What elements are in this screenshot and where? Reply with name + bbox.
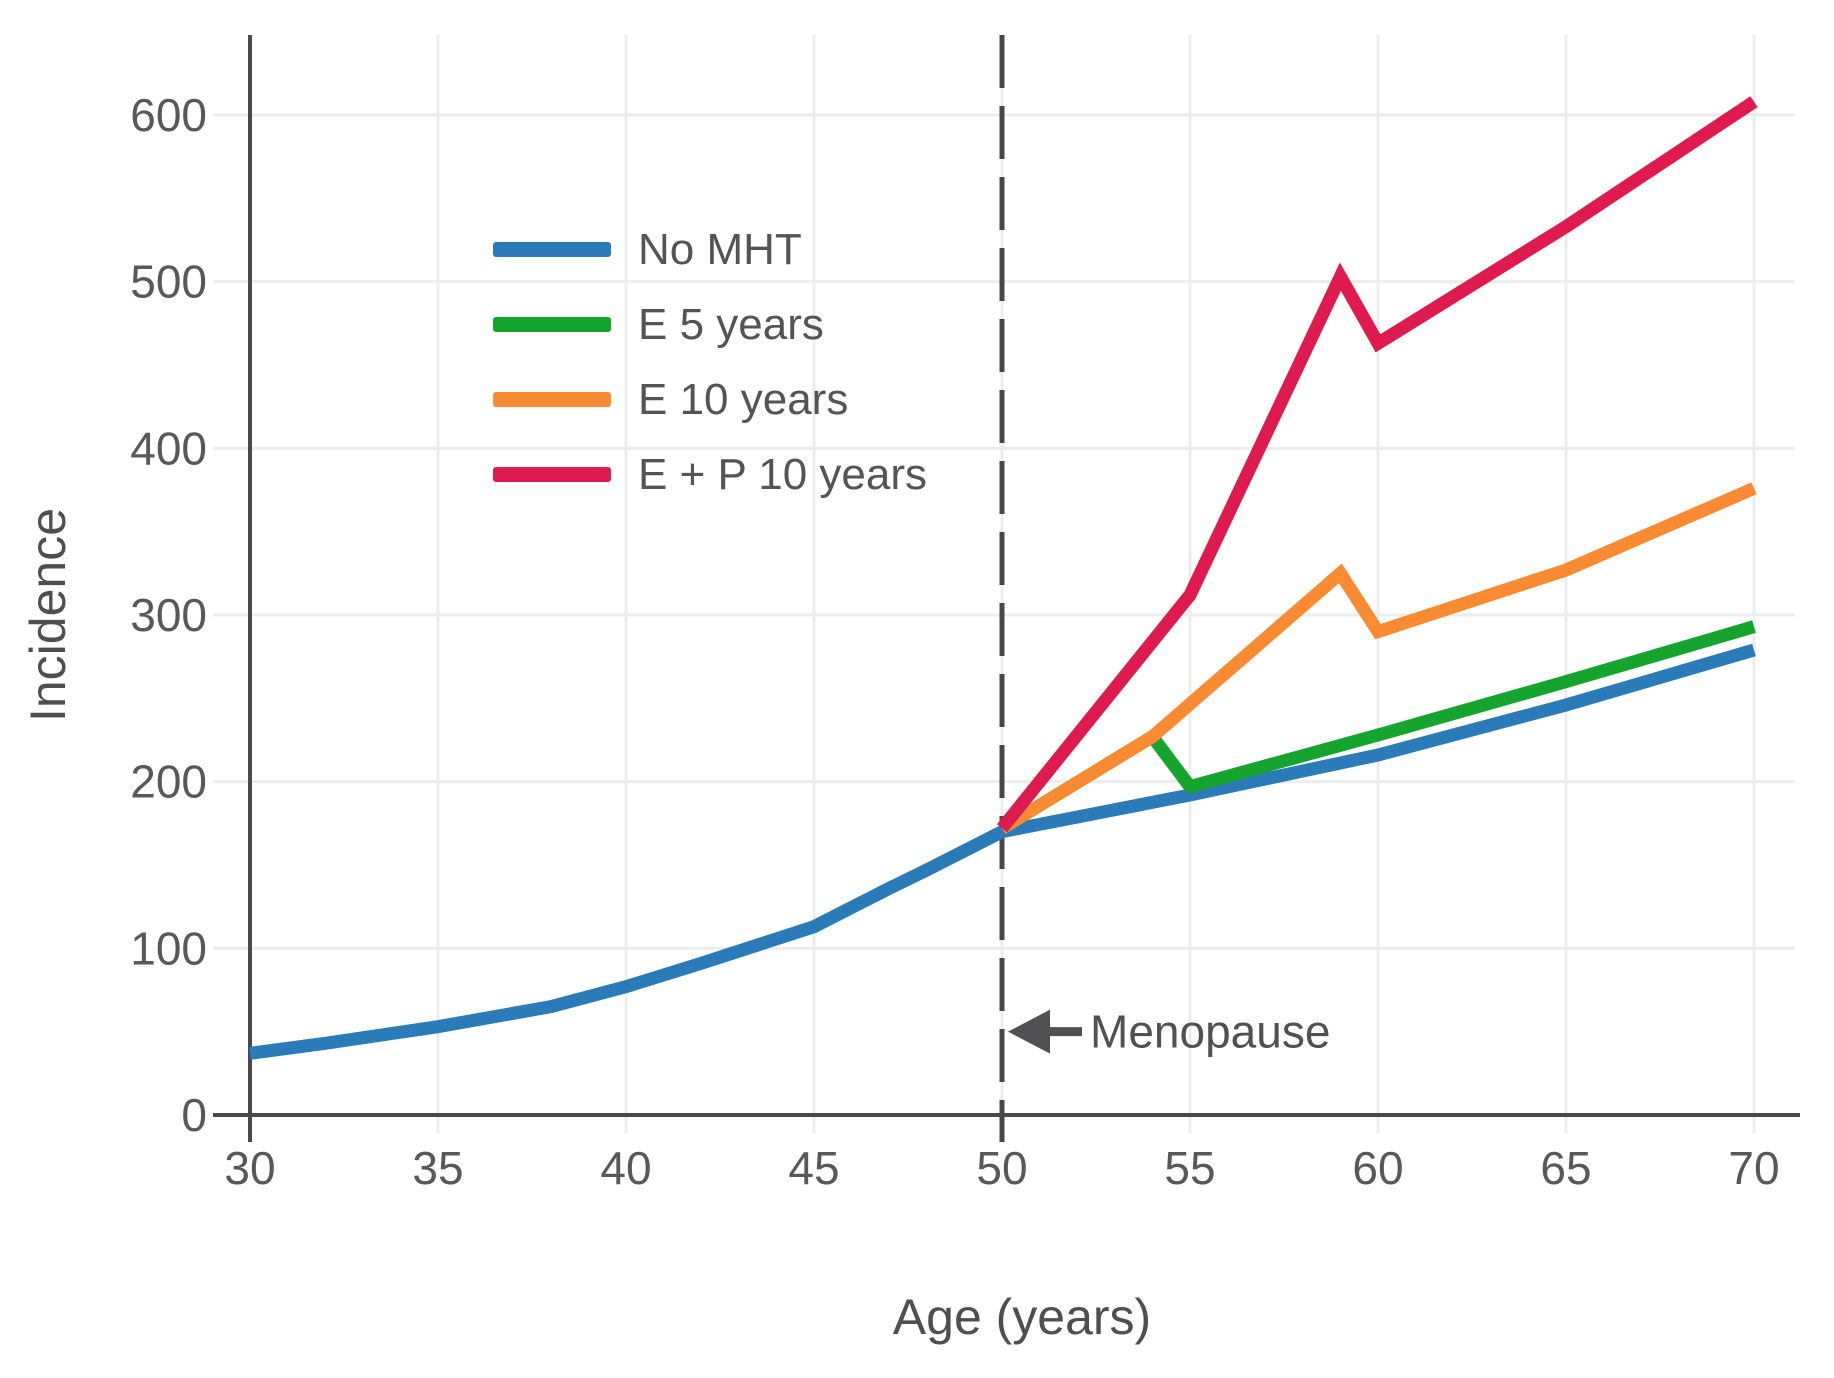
x-tick-label: 50 <box>976 1142 1027 1194</box>
series-line-e-p-10-years <box>996 96 1758 833</box>
x-tick-label: 35 <box>412 1142 463 1194</box>
legend-item-e10: E 10 years <box>493 362 927 437</box>
y-tick-label: 100 <box>130 922 207 974</box>
legend-swatch-ep10 <box>493 467 611 482</box>
legend-item-no-mht: No MHT <box>493 212 927 287</box>
menopause-annotation-label: Menopause <box>1090 1006 1330 1058</box>
legend-label-e5: E 5 years <box>638 299 824 349</box>
menopause-arrow-head-icon <box>1008 1009 1050 1054</box>
y-tick-label: 600 <box>130 89 207 141</box>
y-axis-title: Incidence <box>20 507 76 723</box>
x-tick-label: 65 <box>1540 1142 1591 1194</box>
legend-swatch-no-mht <box>493 242 611 257</box>
series-line-no-mht <box>249 643 1756 1060</box>
legend-item-ep10: E + P 10 years <box>493 437 927 512</box>
y-tick-label: 500 <box>130 256 207 308</box>
legend-item-e5: E 5 years <box>493 287 927 362</box>
y-tick-label: 400 <box>130 422 207 474</box>
legend-label-ep10: E + P 10 years <box>638 449 928 499</box>
legend-label-e10: E 10 years <box>638 374 849 424</box>
y-tick-label: 300 <box>130 589 207 641</box>
x-tick-label: 45 <box>788 1142 839 1194</box>
x-tick-label: 30 <box>224 1142 275 1194</box>
y-tick-label: 200 <box>130 756 207 808</box>
legend-swatch-e5 <box>493 317 611 332</box>
legend: No MHT E 5 years E 10 years E + P 10 yea… <box>493 212 927 512</box>
y-tick-label: 0 <box>181 1089 207 1141</box>
legend-label-no-mht: No MHT <box>638 224 802 274</box>
x-tick-label: 60 <box>1352 1142 1403 1194</box>
x-axis-title: Age (years) <box>892 1289 1152 1345</box>
series-line-e-10-years <box>998 482 1757 834</box>
x-tick-label: 40 <box>600 1142 651 1194</box>
x-tick-label: 70 <box>1728 1142 1779 1194</box>
legend-swatch-e10 <box>493 392 611 407</box>
x-tick-label: 55 <box>1164 1142 1215 1194</box>
